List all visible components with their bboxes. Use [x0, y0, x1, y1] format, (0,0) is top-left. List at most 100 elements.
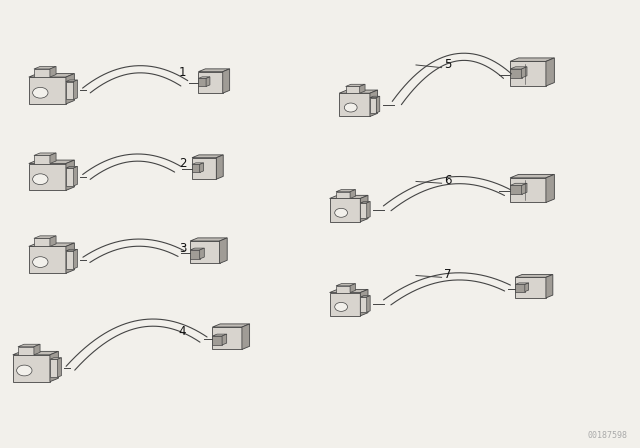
Polygon shape	[34, 238, 50, 246]
Polygon shape	[66, 168, 74, 186]
Circle shape	[344, 103, 357, 112]
Polygon shape	[66, 251, 74, 269]
Polygon shape	[223, 69, 230, 93]
Polygon shape	[222, 334, 227, 345]
Polygon shape	[212, 327, 242, 349]
Text: 6: 6	[444, 173, 452, 187]
Polygon shape	[190, 248, 204, 250]
Polygon shape	[34, 153, 56, 155]
Polygon shape	[74, 249, 77, 269]
Polygon shape	[360, 202, 370, 203]
Polygon shape	[192, 164, 200, 172]
Text: 5: 5	[444, 58, 452, 71]
Polygon shape	[360, 84, 365, 93]
Polygon shape	[510, 58, 554, 61]
Polygon shape	[192, 158, 216, 179]
Text: 4: 4	[179, 325, 186, 338]
Polygon shape	[510, 185, 522, 194]
Polygon shape	[336, 286, 350, 293]
Polygon shape	[336, 192, 350, 198]
Polygon shape	[198, 69, 230, 72]
Polygon shape	[522, 67, 527, 78]
Polygon shape	[360, 203, 367, 218]
Polygon shape	[58, 358, 61, 377]
Polygon shape	[66, 243, 74, 273]
Polygon shape	[190, 238, 227, 241]
Text: 00187598: 00187598	[588, 431, 627, 440]
Polygon shape	[522, 183, 527, 194]
Polygon shape	[330, 289, 368, 293]
Polygon shape	[66, 80, 77, 82]
Polygon shape	[190, 241, 220, 263]
Polygon shape	[13, 355, 50, 382]
Polygon shape	[370, 90, 378, 116]
Polygon shape	[346, 84, 365, 86]
Circle shape	[33, 257, 48, 267]
Polygon shape	[510, 69, 522, 78]
Polygon shape	[336, 190, 355, 192]
Circle shape	[33, 87, 48, 98]
Polygon shape	[29, 246, 66, 273]
Polygon shape	[360, 296, 370, 297]
Polygon shape	[66, 166, 77, 168]
Polygon shape	[330, 198, 360, 222]
Polygon shape	[66, 73, 74, 104]
Circle shape	[335, 208, 348, 217]
Polygon shape	[34, 66, 56, 69]
Polygon shape	[212, 324, 250, 327]
Polygon shape	[525, 283, 529, 292]
Polygon shape	[200, 248, 204, 259]
Polygon shape	[50, 351, 58, 382]
Polygon shape	[66, 160, 74, 190]
Polygon shape	[206, 77, 210, 86]
Circle shape	[33, 174, 48, 185]
Polygon shape	[376, 96, 380, 113]
Circle shape	[17, 365, 32, 376]
Circle shape	[335, 302, 348, 311]
Polygon shape	[34, 344, 40, 355]
Polygon shape	[510, 183, 527, 185]
Polygon shape	[330, 195, 368, 198]
Polygon shape	[50, 153, 56, 164]
Polygon shape	[13, 351, 58, 355]
Polygon shape	[34, 69, 50, 77]
Text: 1: 1	[179, 66, 186, 79]
Polygon shape	[546, 58, 554, 86]
Polygon shape	[50, 236, 56, 246]
Polygon shape	[339, 90, 378, 93]
Polygon shape	[510, 178, 546, 202]
Polygon shape	[50, 66, 56, 77]
Polygon shape	[66, 249, 77, 251]
Polygon shape	[212, 336, 222, 345]
Polygon shape	[198, 78, 206, 86]
Polygon shape	[220, 238, 227, 263]
Polygon shape	[50, 359, 58, 377]
Polygon shape	[515, 277, 546, 298]
Polygon shape	[339, 93, 370, 116]
Polygon shape	[336, 284, 355, 286]
Polygon shape	[29, 243, 74, 246]
Polygon shape	[192, 155, 223, 158]
Polygon shape	[350, 284, 355, 293]
Polygon shape	[350, 190, 355, 198]
Polygon shape	[515, 283, 529, 284]
Polygon shape	[510, 61, 546, 86]
Text: 2: 2	[179, 157, 186, 170]
Polygon shape	[546, 275, 553, 298]
Polygon shape	[190, 250, 200, 259]
Text: 7: 7	[444, 267, 452, 281]
Polygon shape	[515, 275, 553, 277]
Polygon shape	[34, 236, 56, 238]
Polygon shape	[212, 334, 227, 336]
Polygon shape	[510, 67, 527, 69]
Polygon shape	[200, 163, 204, 172]
Polygon shape	[29, 160, 74, 164]
Polygon shape	[370, 98, 376, 113]
Polygon shape	[242, 324, 250, 349]
Polygon shape	[74, 166, 77, 186]
Polygon shape	[360, 195, 368, 222]
Polygon shape	[66, 82, 74, 99]
Polygon shape	[18, 347, 34, 355]
Polygon shape	[546, 174, 554, 202]
Polygon shape	[192, 163, 204, 164]
